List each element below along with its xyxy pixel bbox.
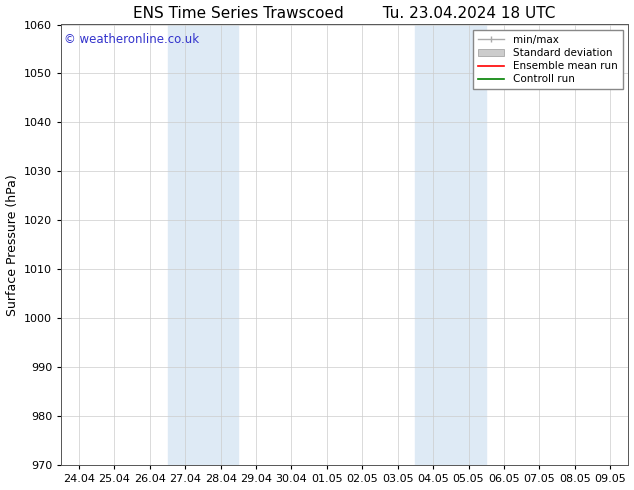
Bar (167, 24, 238, 465)
Y-axis label: Surface Pressure (hPa): Surface Pressure (hPa) (6, 174, 18, 316)
Text: © weatheronline.co.uk: © weatheronline.co.uk (64, 33, 199, 47)
Legend: min/max, Standard deviation, Ensemble mean run, Controll run: min/max, Standard deviation, Ensemble me… (473, 30, 623, 90)
Bar (415, 24, 486, 465)
Title: ENS Time Series Trawscoed        Tu. 23.04.2024 18 UTC: ENS Time Series Trawscoed Tu. 23.04.2024… (133, 5, 556, 21)
